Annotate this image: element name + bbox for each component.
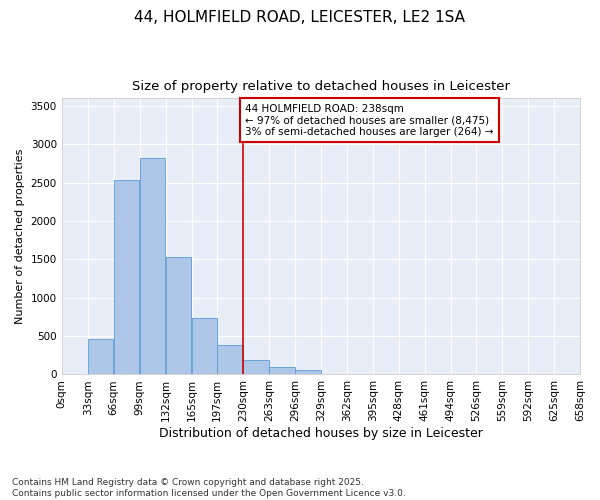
Bar (192, 318, 217, 374)
Bar (114, 180, 139, 374)
Bar (243, 360, 269, 374)
Text: 44 HOLMFIELD ROAD: 238sqm
← 97% of detached houses are smaller (8,475)
3% of sem: 44 HOLMFIELD ROAD: 238sqm ← 97% of detac… (245, 104, 494, 137)
Y-axis label: Number of detached properties: Number of detached properties (15, 148, 25, 324)
X-axis label: Distribution of detached houses by size in Leicester: Distribution of detached houses by size … (159, 427, 483, 440)
Text: 44, HOLMFIELD ROAD, LEICESTER, LE2 1SA: 44, HOLMFIELD ROAD, LEICESTER, LE2 1SA (134, 10, 466, 25)
Bar (217, 344, 242, 374)
Bar (269, 367, 295, 374)
Text: Contains HM Land Registry data © Crown copyright and database right 2025.
Contai: Contains HM Land Registry data © Crown c… (12, 478, 406, 498)
Bar (140, 158, 166, 374)
Title: Size of property relative to detached houses in Leicester: Size of property relative to detached ho… (132, 80, 510, 93)
Bar (88, 339, 113, 374)
Bar (295, 370, 320, 374)
Bar (166, 257, 191, 374)
